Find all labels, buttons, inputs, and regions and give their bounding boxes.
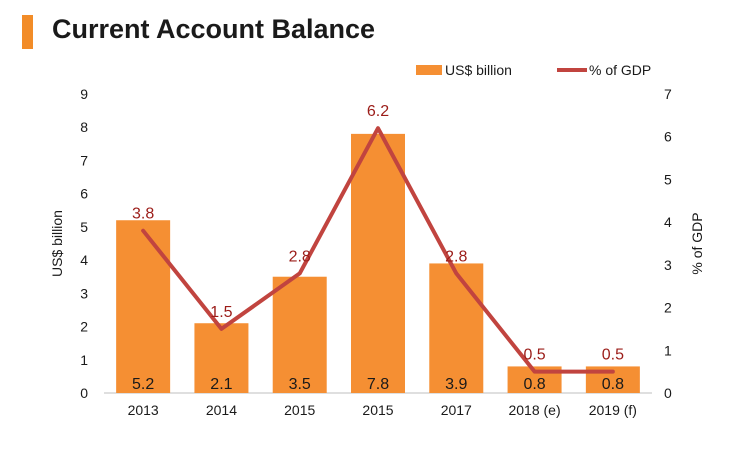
y-left-tick-label: 9 bbox=[80, 86, 88, 102]
y-left-tick-label: 5 bbox=[80, 219, 88, 235]
bar bbox=[272, 276, 327, 393]
bar-value-label: 0.8 bbox=[602, 376, 624, 393]
line-value-label: 2.8 bbox=[445, 248, 467, 265]
x-tick-label: 2018 (e) bbox=[508, 402, 560, 418]
y-left-tick-label: 4 bbox=[80, 252, 88, 268]
line-value-label: 2.8 bbox=[289, 248, 311, 265]
x-tick-label: 2019 (f) bbox=[589, 402, 637, 418]
x-tick-label: 2014 bbox=[206, 402, 237, 418]
y-left-tick-label: 6 bbox=[80, 186, 88, 202]
bar bbox=[429, 263, 484, 393]
line-series bbox=[141, 126, 615, 374]
bar-value-label: 0.8 bbox=[523, 376, 545, 393]
x-tick-label: 2015 bbox=[362, 402, 393, 418]
bar bbox=[194, 323, 249, 393]
legend: US$ billion % of GDP bbox=[416, 62, 651, 78]
legend-label-bar: US$ billion bbox=[445, 62, 512, 78]
y-left-tick-label: 3 bbox=[80, 285, 88, 301]
line-value-label: 0.5 bbox=[602, 347, 624, 364]
bar-value-label: 2.1 bbox=[210, 376, 232, 393]
y-right-axis-title: % of GDP bbox=[689, 212, 705, 274]
bar bbox=[351, 133, 405, 393]
y-right-tick-label: 2 bbox=[664, 300, 672, 316]
line-value-label: 0.5 bbox=[523, 347, 545, 364]
x-tick-label: 2015 bbox=[284, 402, 315, 418]
y-right-tick-label: 3 bbox=[664, 257, 672, 273]
bar-value-label: 5.2 bbox=[132, 376, 154, 393]
line-value-label: 3.8 bbox=[132, 206, 154, 223]
legend-swatch-bar bbox=[416, 65, 442, 75]
y-left-tick-label: 8 bbox=[80, 119, 88, 135]
line-value-label: 1.5 bbox=[210, 304, 232, 321]
y-right-tick-label: 6 bbox=[664, 129, 672, 145]
bar-value-label: 3.5 bbox=[289, 376, 311, 393]
y-right-tick-label: 4 bbox=[664, 214, 672, 230]
y-right-tick-label: 5 bbox=[664, 171, 672, 187]
bar-value-label: 7.8 bbox=[367, 376, 389, 393]
x-tick-label: 2013 bbox=[128, 402, 159, 418]
data-labels: 5.2 2.1 3.5 7.8 3.9 0.8 0.8 3.8 1.5 2.8 6.2 2.8 0.5 0… bbox=[132, 103, 624, 393]
series-line bbox=[141, 126, 615, 374]
y-right-tick-label: 0 bbox=[664, 385, 672, 401]
bar-series bbox=[116, 133, 640, 393]
legend-label-line: % of GDP bbox=[589, 62, 651, 78]
line-value-label: 6.2 bbox=[367, 103, 389, 120]
y-left-axis-title: US$ billion bbox=[49, 210, 65, 277]
y-left-tick-label: 7 bbox=[80, 152, 88, 168]
title-accent-bar bbox=[22, 15, 33, 49]
y-left-tick-label: 1 bbox=[80, 352, 88, 368]
bar-value-label: 3.9 bbox=[445, 376, 467, 393]
y-right-tick-label: 1 bbox=[664, 342, 672, 358]
y-left-tick-label: 2 bbox=[80, 319, 88, 335]
y-left-tick-label: 0 bbox=[80, 385, 88, 401]
x-tick-label: 2017 bbox=[441, 402, 472, 418]
chart-title: Current Account Balance bbox=[52, 14, 376, 44]
y-right-tick-label: 7 bbox=[664, 86, 672, 102]
bar bbox=[116, 220, 171, 393]
